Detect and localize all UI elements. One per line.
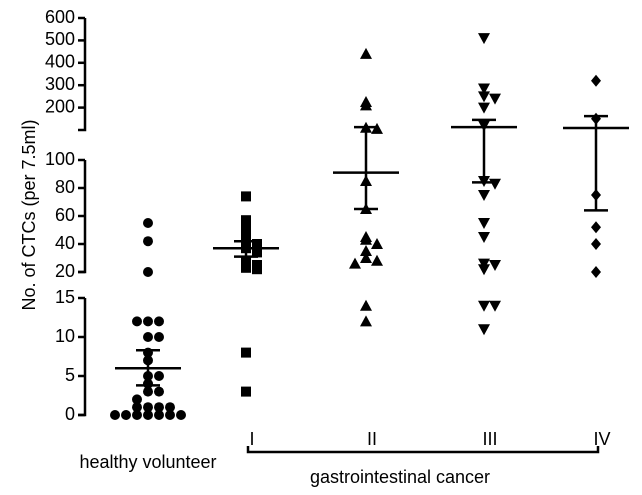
x-tick-label: healthy volunteer <box>79 452 216 472</box>
dot <box>591 74 601 87</box>
y-tick-label: 0 <box>65 404 75 424</box>
dot <box>360 47 372 59</box>
y-tick-label: 5 <box>65 365 75 385</box>
y-tick-label: 600 <box>45 7 75 27</box>
x-tick-label: III <box>482 429 497 449</box>
x-tick-label: I <box>249 429 254 449</box>
dot <box>591 221 601 234</box>
dot <box>478 91 490 103</box>
y-tick-label: 300 <box>45 74 75 94</box>
dot <box>241 227 251 238</box>
dot <box>132 394 142 405</box>
dot <box>143 316 153 327</box>
dot <box>371 122 383 134</box>
dot <box>241 191 251 202</box>
dot <box>252 247 262 258</box>
dot <box>143 236 153 247</box>
dot <box>478 83 490 95</box>
dot <box>360 233 372 245</box>
dot <box>143 386 153 397</box>
y-tick-label: 100 <box>45 149 75 169</box>
dot <box>154 386 164 397</box>
dot <box>252 239 262 249</box>
dot <box>241 262 251 273</box>
dot <box>371 238 383 249</box>
dot <box>478 33 490 45</box>
dot <box>241 255 251 266</box>
dot <box>360 99 372 111</box>
dot <box>132 402 142 413</box>
dot <box>489 300 501 312</box>
dot <box>176 410 186 420</box>
dot <box>110 410 120 420</box>
dot <box>143 402 153 413</box>
dot <box>489 260 501 271</box>
dot <box>360 252 372 263</box>
dot <box>154 371 164 381</box>
dot <box>165 410 175 420</box>
y-axis <box>78 18 87 132</box>
dot <box>154 402 164 413</box>
dot <box>241 347 251 358</box>
dot <box>478 300 490 312</box>
dot <box>349 257 361 269</box>
y-tick-label: 500 <box>45 29 75 49</box>
y-axis <box>78 298 87 417</box>
dot <box>143 267 153 277</box>
dot <box>241 218 251 228</box>
dot <box>121 410 131 420</box>
dot <box>360 245 372 256</box>
y-tick-label: 15 <box>55 287 75 307</box>
y-tick-label: 40 <box>55 233 75 253</box>
dot <box>478 102 490 114</box>
dot <box>489 178 501 190</box>
dot <box>143 218 153 228</box>
dot <box>165 402 175 413</box>
dot <box>241 234 251 245</box>
y-tick-label: 20 <box>55 261 75 281</box>
dot <box>591 238 601 250</box>
y-tick-label: 80 <box>55 177 75 197</box>
y-tick-label: 10 <box>55 326 75 346</box>
dot <box>360 315 372 327</box>
dot <box>478 324 490 336</box>
x-tick-label: IV <box>593 429 610 449</box>
dot <box>478 232 490 243</box>
dot <box>132 316 142 327</box>
y-tick-label: 200 <box>45 96 75 116</box>
dot <box>478 258 490 270</box>
x-tick-label: II <box>367 429 377 449</box>
dot <box>478 218 490 229</box>
group-label: gastrointestinal cancer <box>310 467 490 487</box>
dot <box>371 254 383 266</box>
dot <box>143 410 153 420</box>
dot <box>591 266 601 278</box>
dot <box>154 316 164 327</box>
y-axis-label: No. of CTCs (per 7.5ml) <box>19 119 39 310</box>
dot <box>478 190 490 201</box>
dot <box>132 410 142 420</box>
dot <box>360 299 372 311</box>
y-tick-label: 60 <box>55 205 75 225</box>
dot <box>143 332 153 342</box>
dot <box>241 386 251 397</box>
y-tick-label: 400 <box>45 52 75 72</box>
dot <box>489 93 501 105</box>
dot <box>252 264 262 275</box>
group-bracket <box>246 446 600 454</box>
dot <box>154 332 164 342</box>
dot <box>478 264 490 276</box>
dot <box>154 410 164 420</box>
